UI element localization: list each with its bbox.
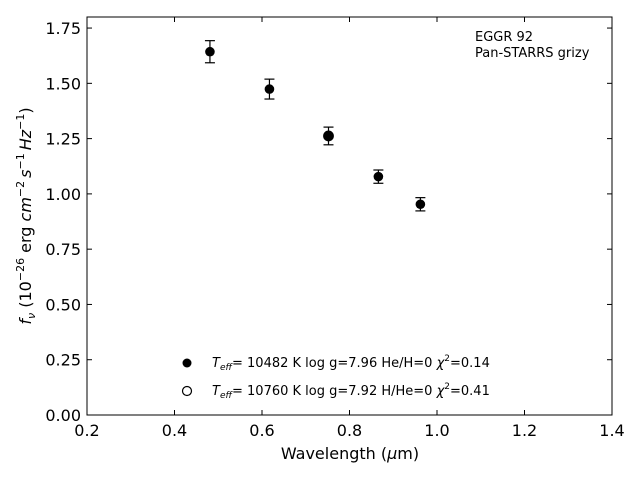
data-point-filled bbox=[264, 84, 275, 94]
y-tick-label: 0.25 bbox=[45, 351, 81, 370]
data-point-filled bbox=[373, 171, 384, 182]
data-points bbox=[204, 40, 426, 212]
y-tick-label: 0.50 bbox=[45, 295, 81, 314]
annotation-star-name: EGGR 92 bbox=[475, 30, 533, 45]
data-point-filled bbox=[205, 46, 215, 57]
x-tick-label: 0.4 bbox=[162, 421, 187, 440]
x-tick-label: 1.2 bbox=[512, 421, 537, 440]
annotation-survey: Pan-STARRS grizy bbox=[475, 46, 590, 61]
data-point-filled bbox=[415, 199, 426, 210]
legend-entry-1: Teff= 10482 K log g=7.96 He/H=0 χ2=0.14 bbox=[212, 354, 490, 373]
x-tick-label: 1.4 bbox=[599, 421, 624, 440]
x-axis-label: Wavelength (μm) bbox=[281, 444, 419, 463]
legend: Teff= 10482 K log g=7.96 He/H=0 χ2=0.14 … bbox=[181, 354, 490, 401]
y-tick-label: 1.00 bbox=[45, 185, 81, 204]
y-tick-label: 0.75 bbox=[45, 240, 81, 259]
x-tick-label: 0.8 bbox=[337, 421, 362, 440]
y-tick-label: 1.75 bbox=[45, 19, 81, 38]
y-tick-label: 1.50 bbox=[45, 74, 81, 93]
y-axis: 0.00 0.25 0.50 0.75 1.00 1.25 1.50 1.75 bbox=[45, 19, 612, 425]
y-axis-label: fν (10−26 erg cm−2s−1Hz−1) bbox=[14, 107, 38, 324]
x-axis: 0.2 0.4 0.6 0.8 1.0 1.2 1.4 bbox=[74, 17, 625, 440]
x-tick-label: 1.0 bbox=[424, 421, 449, 440]
y-tick-label: 1.25 bbox=[45, 130, 81, 149]
legend-entry-2: Teff= 10760 K log g=7.92 H/He=0 χ2=0.41 bbox=[212, 382, 490, 401]
x-tick-label: 0.6 bbox=[249, 421, 274, 440]
data-point-open bbox=[323, 130, 334, 142]
y-tick-label: 0.00 bbox=[45, 406, 81, 425]
x-tick-label: 0.2 bbox=[74, 421, 99, 440]
data-point-filled bbox=[323, 131, 334, 141]
legend-marker-filled bbox=[182, 358, 192, 368]
legend-marker-open bbox=[181, 385, 193, 397]
